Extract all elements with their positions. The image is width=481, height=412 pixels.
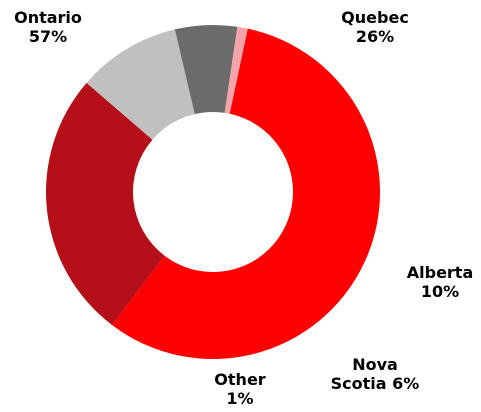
value-label: 1% [226, 389, 254, 408]
slice-label: Alberta 10% [407, 263, 474, 301]
slice-label: Ontario 57% [14, 8, 82, 46]
category-label: Other [214, 370, 266, 389]
category-label: Nova Scotia [330, 355, 398, 393]
value-label: 26% [355, 27, 395, 46]
category-label: Quebec [341, 8, 409, 27]
donut-slice [45, 82, 165, 326]
category-label: Alberta [406, 263, 474, 282]
donut-slice [174, 24, 238, 115]
value-label: 57% [28, 27, 68, 46]
slice-label: Other 1% [214, 370, 265, 408]
slice-label: Nova Scotia 6% [325, 355, 425, 393]
value-label: 6% [392, 374, 420, 393]
slice-label: Quebec 26% [341, 8, 409, 46]
value-label: 10% [420, 282, 460, 301]
category-label: Ontario [14, 8, 82, 27]
donut-slice [86, 29, 195, 140]
donut-slice [112, 28, 380, 359]
donut-slice [224, 26, 248, 114]
